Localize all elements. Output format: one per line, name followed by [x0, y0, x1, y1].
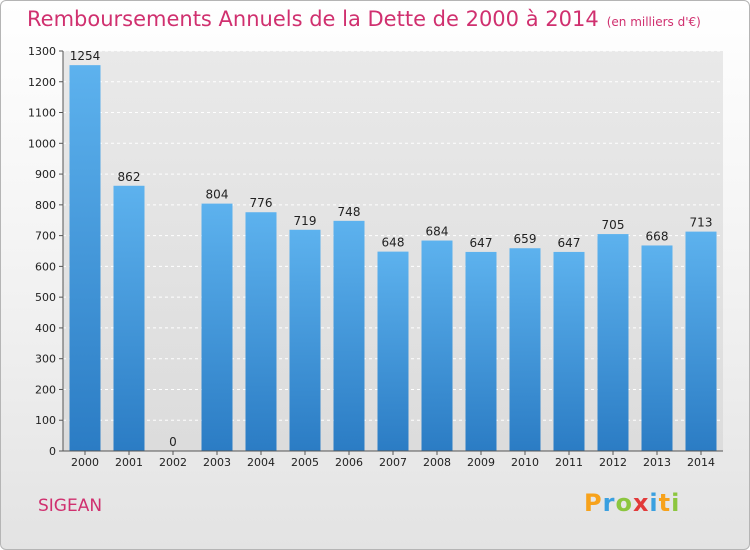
logo-letter: i: [671, 489, 681, 517]
value-label: 659: [514, 232, 537, 246]
commune-name: SIGEAN: [38, 496, 103, 516]
bar: [553, 251, 585, 451]
y-tick-label: 1100: [28, 107, 56, 120]
value-label: 0: [169, 435, 177, 449]
logo-letter: o: [615, 489, 633, 517]
chart-title-text: Remboursements Annuels de la Dette de 20…: [27, 7, 599, 31]
value-label: 1254: [70, 49, 101, 63]
x-tick-label: 2000: [71, 456, 99, 469]
y-tick-label: 200: [35, 383, 56, 396]
value-label: 804: [206, 188, 229, 202]
bar: [201, 203, 233, 451]
y-tick-label: 1000: [28, 137, 56, 150]
bar: [465, 251, 497, 451]
y-tick-label: 300: [35, 353, 56, 366]
x-tick-label: 2010: [511, 456, 539, 469]
bar: [421, 240, 453, 451]
y-tick-label: 0: [49, 445, 56, 458]
x-tick-label: 2005: [291, 456, 319, 469]
x-tick-label: 2008: [423, 456, 451, 469]
value-label: 647: [558, 236, 581, 250]
value-label: 748: [338, 205, 361, 219]
bar: [641, 245, 673, 451]
y-tick-label: 600: [35, 260, 56, 273]
y-tick-label: 1200: [28, 76, 56, 89]
bar: [377, 251, 409, 451]
value-label: 713: [690, 216, 713, 230]
bar: [245, 212, 277, 451]
value-label: 684: [426, 225, 449, 239]
proxiti-logo: Proxiti: [584, 489, 680, 517]
logo-letter: P: [584, 489, 603, 517]
x-tick-label: 2002: [159, 456, 187, 469]
value-label: 668: [646, 229, 669, 243]
y-tick-label: 800: [35, 199, 56, 212]
logo-letter: x: [632, 489, 650, 517]
y-tick-label: 400: [35, 322, 56, 335]
y-tick-label: 100: [35, 414, 56, 427]
x-tick-label: 2003: [203, 456, 231, 469]
x-tick-label: 2004: [247, 456, 275, 469]
chart-unit: (en milliers d'€): [606, 15, 701, 29]
x-tick-label: 2012: [599, 456, 627, 469]
x-tick-label: 2013: [643, 456, 671, 469]
bar: [509, 248, 541, 451]
logo-letter: i: [649, 489, 659, 517]
y-tick-label: 900: [35, 168, 56, 181]
value-label: 705: [602, 218, 625, 232]
value-label: 648: [382, 236, 405, 250]
value-label: 719: [294, 214, 317, 228]
bar: [597, 234, 629, 451]
x-tick-label: 2006: [335, 456, 363, 469]
bar: [685, 231, 717, 451]
x-tick-label: 2011: [555, 456, 583, 469]
logo-letter: t: [658, 489, 672, 517]
x-tick-label: 2014: [687, 456, 715, 469]
x-tick-label: 2001: [115, 456, 143, 469]
y-tick-label: 500: [35, 291, 56, 304]
bar: [289, 229, 321, 451]
logo-letter: r: [602, 489, 616, 517]
value-label: 776: [250, 196, 273, 210]
bar: [113, 185, 145, 451]
x-tick-label: 2009: [467, 456, 495, 469]
y-tick-label: 1300: [28, 45, 56, 58]
value-label: 862: [118, 170, 141, 184]
bar: [333, 220, 365, 451]
y-tick-label: 700: [35, 230, 56, 243]
bar: [69, 65, 101, 452]
value-label: 647: [470, 236, 493, 250]
chart-title: Remboursements Annuels de la Dette de 20…: [27, 7, 701, 31]
x-tick-label: 2007: [379, 456, 407, 469]
